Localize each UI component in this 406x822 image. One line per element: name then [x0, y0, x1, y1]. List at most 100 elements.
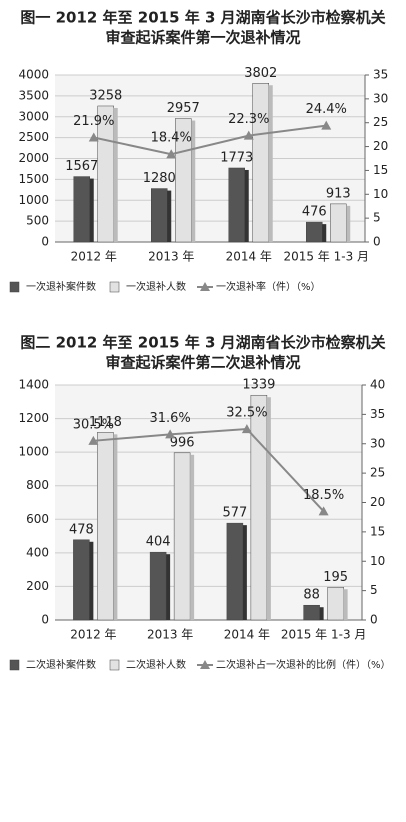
y2-tick-label: 40 [370, 378, 385, 392]
bar-side [167, 190, 172, 242]
y-tick-label: 3500 [18, 88, 49, 102]
y-tick-label: 2000 [18, 151, 49, 165]
value-label: 3258 [89, 88, 122, 103]
value-label: 31.6% [149, 411, 190, 426]
value-label: 24.4% [306, 102, 347, 117]
bar-side [268, 85, 273, 242]
bar-side [113, 107, 118, 242]
bar-side [113, 434, 118, 620]
y-tick-label: 2500 [18, 130, 49, 144]
y2-tick-label: 20 [373, 139, 388, 153]
bar-side [319, 607, 324, 620]
x-tick-label: 2015 年 1-3 月 [281, 628, 367, 642]
y-tick-label: 1400 [18, 378, 49, 392]
value-label: 2957 [167, 101, 200, 116]
marker [243, 130, 254, 140]
value-label: 18.4% [151, 131, 192, 146]
legend-label: 二次退补人数 [126, 658, 186, 671]
y2-tick-label: 15 [370, 524, 385, 538]
bar [97, 432, 114, 621]
y-tick-label: 0 [41, 613, 49, 627]
marker [318, 506, 329, 516]
legend-swatch [109, 281, 120, 293]
value-label: 32.5% [226, 406, 267, 421]
y-tick-label: 3000 [18, 109, 49, 123]
bar-side [266, 397, 271, 620]
y-tick-label: 800 [26, 478, 49, 492]
y2-tick-label: 5 [370, 583, 378, 597]
y2-tick-label: 35 [373, 68, 388, 82]
legend-swatch [109, 659, 120, 671]
x-tick-label: 2013 年 [148, 250, 194, 264]
value-label: 1118 [89, 415, 122, 430]
bar [226, 522, 244, 621]
bar [330, 203, 347, 243]
marker [88, 132, 99, 142]
line [93, 428, 325, 512]
y-tick-label: 1500 [18, 172, 49, 186]
legend-label: 一次退补人数 [126, 280, 186, 293]
value-label: 21.9% [73, 114, 114, 129]
y-tick-label: 1000 [18, 445, 49, 459]
marker [321, 120, 332, 130]
y2-tick-label: 25 [373, 115, 388, 129]
bar-side [322, 224, 327, 242]
value-label: 1280 [143, 171, 176, 186]
y2-tick-label: 10 [373, 187, 388, 201]
bar-side [242, 525, 247, 620]
bar-side [89, 541, 94, 620]
bar [73, 176, 90, 243]
y-tick-label: 0 [41, 235, 49, 249]
line [93, 124, 327, 156]
y2-tick-label: 30 [370, 436, 385, 450]
value-label: 3802 [244, 66, 277, 81]
x-tick-label: 2014 年 [224, 628, 270, 642]
value-label: 996 [170, 435, 195, 450]
value-label: 913 [326, 186, 351, 201]
legend-label: 一次退补案件数 [26, 280, 96, 293]
y-tick-label: 500 [26, 214, 49, 228]
bar [151, 188, 168, 243]
value-label: 404 [146, 535, 171, 550]
value-label: 30.5% [73, 417, 114, 432]
legend-marker [200, 660, 210, 669]
y2-tick-label: 15 [373, 163, 388, 177]
bar-side [89, 178, 94, 242]
bar-side [244, 169, 249, 242]
chart-title: 图二 2012 年至 2015 年 3 月湖南省长沙市检察机关 [20, 334, 385, 352]
legend-label: 一次退补率（件）（%） [216, 280, 321, 293]
y2-tick-label: 25 [370, 466, 385, 480]
x-tick-label: 2015 年 1-3 月 [283, 250, 369, 264]
y2-tick-label: 30 [373, 91, 388, 105]
value-label: 1339 [242, 378, 275, 393]
value-label: 478 [69, 522, 94, 537]
bar [250, 394, 268, 621]
y2-tick-label: 10 [370, 554, 385, 568]
x-tick-label: 2013 年 [147, 628, 193, 642]
legend-label: 二次退补案件数 [26, 658, 96, 671]
bar [228, 167, 245, 243]
bar-side [191, 120, 196, 242]
bar [149, 551, 167, 621]
bar-side [346, 205, 351, 242]
marker [166, 149, 177, 159]
value-label: 577 [222, 506, 247, 521]
x-tick-label: 2012 年 [71, 250, 117, 264]
y-tick-label: 1200 [18, 411, 49, 425]
x-tick-label: 2012 年 [70, 628, 116, 642]
legend-swatch [9, 281, 20, 293]
value-label: 22.3% [228, 112, 269, 127]
y2-tick-label: 0 [370, 613, 378, 627]
y2-tick-label: 5 [373, 211, 381, 225]
legend-swatch [9, 659, 20, 671]
value-label: 195 [323, 570, 348, 585]
value-label: 18.5% [303, 488, 344, 503]
value-label: 88 [303, 588, 320, 603]
y2-tick-label: 20 [370, 495, 385, 509]
y2-tick-label: 0 [373, 235, 381, 249]
chart-title: 图一 2012 年至 2015 年 3 月湖南省长沙市检察机关 [20, 9, 385, 27]
bar [306, 221, 323, 243]
bar-side [343, 589, 348, 620]
